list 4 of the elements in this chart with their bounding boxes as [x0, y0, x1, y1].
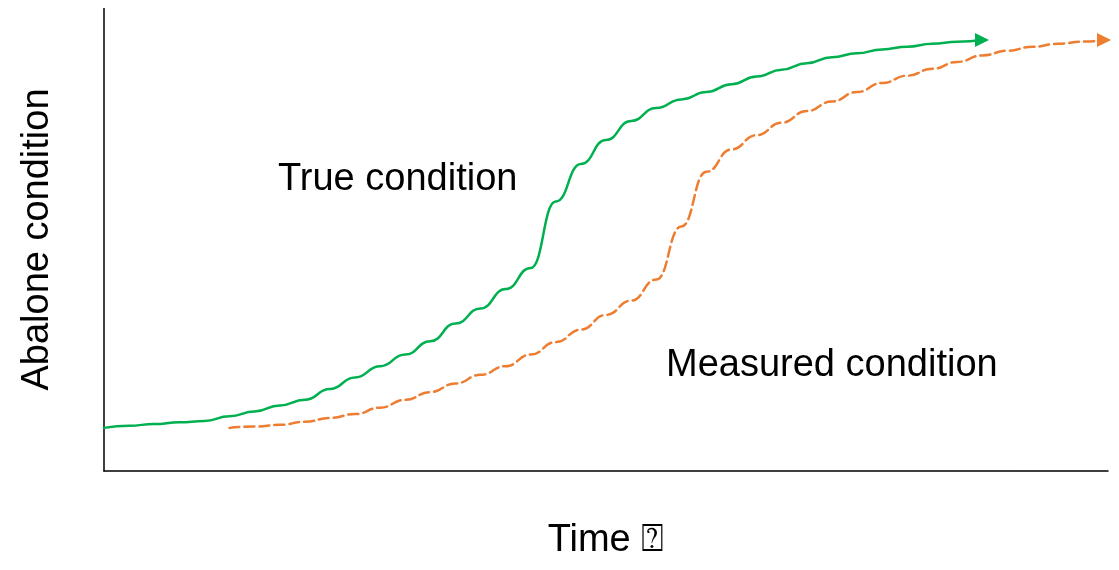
x-axis-title: Time ⍰ [547, 517, 665, 559]
y-axis-title: Abalone condition [14, 88, 56, 391]
series-label: Measured condition [666, 342, 998, 384]
series-label: True condition [278, 156, 518, 198]
